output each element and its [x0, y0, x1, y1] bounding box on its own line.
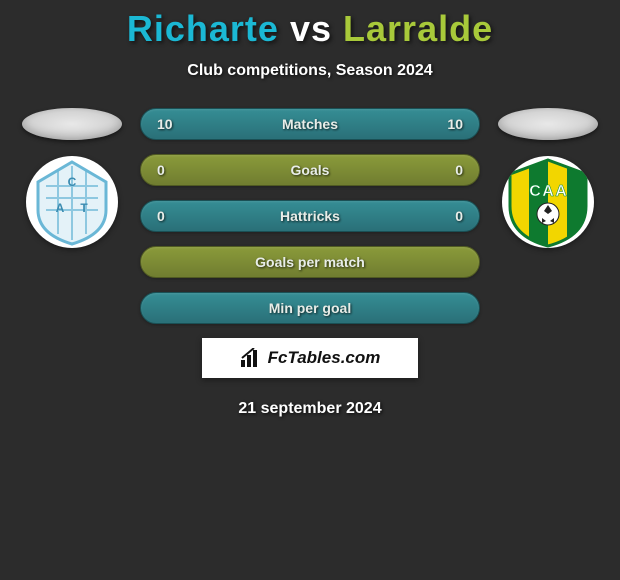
bars-icon: [240, 348, 262, 368]
player2-name: Larralde: [343, 8, 493, 49]
svg-text:A: A: [555, 183, 567, 200]
brand-label: FcTables.com: [268, 348, 381, 368]
stat-label: Hattricks: [181, 208, 439, 224]
page-title: Richarte vs Larralde: [127, 8, 493, 50]
stat-label: Goals per match: [181, 254, 439, 270]
stat-left-value: 0: [157, 208, 181, 224]
stat-row-matches: 10 Matches 10: [140, 108, 480, 140]
stat-left-value: 0: [157, 162, 181, 178]
svg-text:A: A: [56, 201, 65, 215]
stat-label: Matches: [181, 116, 439, 132]
vs-label: vs: [290, 8, 332, 49]
player1-name: Richarte: [127, 8, 279, 49]
stat-right-value: 0: [439, 208, 463, 224]
stat-row-min-per-goal: Min per goal: [140, 292, 480, 324]
stat-row-goals-per-match: Goals per match: [140, 246, 480, 278]
svg-text:C: C: [68, 175, 77, 189]
subtitle: Club competitions, Season 2024: [187, 62, 432, 80]
stat-left-value: 10: [157, 116, 181, 132]
crest-right-svg: C A A: [502, 156, 594, 248]
brand-box[interactable]: FcTables.com: [202, 338, 418, 378]
right-column: C A A: [498, 108, 598, 248]
date-label: 21 september 2024: [238, 400, 381, 418]
stat-label: Min per goal: [181, 300, 439, 316]
stat-right-value: 0: [439, 162, 463, 178]
stat-label: Goals: [181, 162, 439, 178]
svg-text:A: A: [542, 183, 554, 200]
club-crest-left: C A T: [26, 156, 118, 248]
left-column: C A T: [22, 108, 122, 248]
stat-row-hattricks: 0 Hattricks 0: [140, 200, 480, 232]
stat-row-goals: 0 Goals 0: [140, 154, 480, 186]
player1-ellipse: [22, 108, 122, 140]
svg-text:C: C: [529, 183, 541, 200]
club-crest-right: C A A: [502, 156, 594, 248]
crest-left-svg: C A T: [26, 156, 118, 248]
stats-column: 10 Matches 10 0 Goals 0 0 Hattricks 0 Go…: [140, 108, 480, 324]
comparison-widget: Richarte vs Larralde Club competitions, …: [0, 0, 620, 418]
stat-right-value: 10: [439, 116, 463, 132]
svg-text:T: T: [80, 201, 88, 215]
content-row: C A T 10 Matches 10 0 Goals 0 0 Hattrick…: [0, 108, 620, 324]
player2-ellipse: [498, 108, 598, 140]
